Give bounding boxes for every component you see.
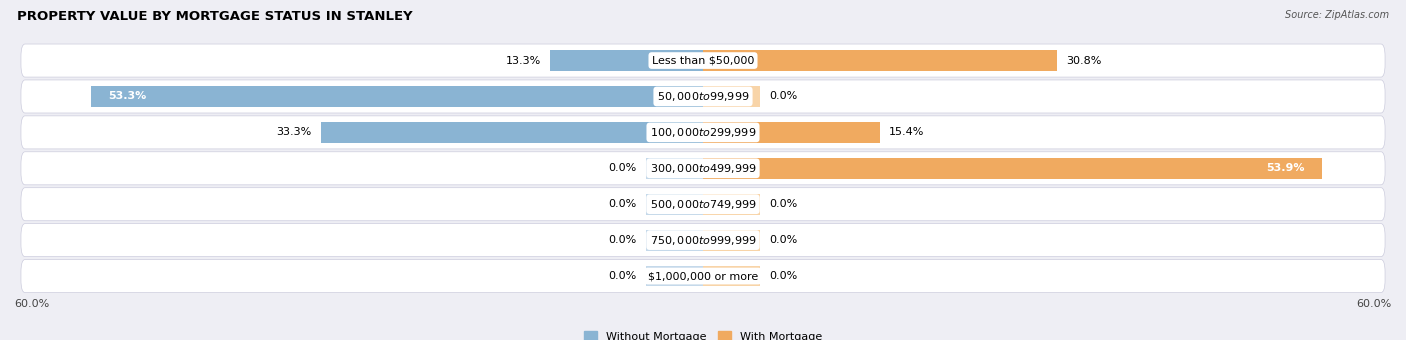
Text: $100,000 to $299,999: $100,000 to $299,999 xyxy=(650,126,756,139)
Text: 0.0%: 0.0% xyxy=(609,271,637,281)
Text: 0.0%: 0.0% xyxy=(769,271,797,281)
Text: 30.8%: 30.8% xyxy=(1066,55,1101,66)
Bar xyxy=(645,230,703,251)
Text: PROPERTY VALUE BY MORTGAGE STATUS IN STANLEY: PROPERTY VALUE BY MORTGAGE STATUS IN STA… xyxy=(17,10,412,23)
Bar xyxy=(703,194,761,215)
Bar xyxy=(645,158,703,179)
Text: 0.0%: 0.0% xyxy=(769,235,797,245)
FancyBboxPatch shape xyxy=(21,80,1385,113)
Text: $1,000,000 or more: $1,000,000 or more xyxy=(648,271,758,281)
Bar xyxy=(550,50,703,71)
Text: 0.0%: 0.0% xyxy=(609,163,637,173)
FancyBboxPatch shape xyxy=(21,259,1385,292)
Bar xyxy=(703,86,761,107)
Text: 33.3%: 33.3% xyxy=(276,128,312,137)
Text: $300,000 to $499,999: $300,000 to $499,999 xyxy=(650,162,756,175)
Bar xyxy=(703,122,880,143)
Text: $50,000 to $99,999: $50,000 to $99,999 xyxy=(657,90,749,103)
Text: $500,000 to $749,999: $500,000 to $749,999 xyxy=(650,198,756,211)
Text: 0.0%: 0.0% xyxy=(769,91,797,101)
FancyBboxPatch shape xyxy=(21,116,1385,149)
Text: 53.9%: 53.9% xyxy=(1267,163,1305,173)
Text: 0.0%: 0.0% xyxy=(769,199,797,209)
FancyBboxPatch shape xyxy=(21,224,1385,257)
Text: Source: ZipAtlas.com: Source: ZipAtlas.com xyxy=(1285,10,1389,20)
Bar xyxy=(91,86,703,107)
FancyBboxPatch shape xyxy=(21,152,1385,185)
FancyBboxPatch shape xyxy=(21,188,1385,221)
Bar xyxy=(703,158,1322,179)
Text: 60.0%: 60.0% xyxy=(1357,300,1392,309)
Bar xyxy=(703,230,761,251)
Text: 0.0%: 0.0% xyxy=(609,199,637,209)
Text: $750,000 to $999,999: $750,000 to $999,999 xyxy=(650,234,756,246)
Bar xyxy=(321,122,703,143)
Bar xyxy=(703,50,1057,71)
FancyBboxPatch shape xyxy=(21,44,1385,77)
Legend: Without Mortgage, With Mortgage: Without Mortgage, With Mortgage xyxy=(579,327,827,340)
Text: Less than $50,000: Less than $50,000 xyxy=(652,55,754,66)
Text: 60.0%: 60.0% xyxy=(14,300,49,309)
Text: 13.3%: 13.3% xyxy=(506,55,541,66)
Bar xyxy=(645,266,703,287)
Text: 53.3%: 53.3% xyxy=(108,91,146,101)
Bar xyxy=(645,194,703,215)
Text: 15.4%: 15.4% xyxy=(889,128,924,137)
Text: 0.0%: 0.0% xyxy=(609,235,637,245)
Bar xyxy=(703,266,761,287)
